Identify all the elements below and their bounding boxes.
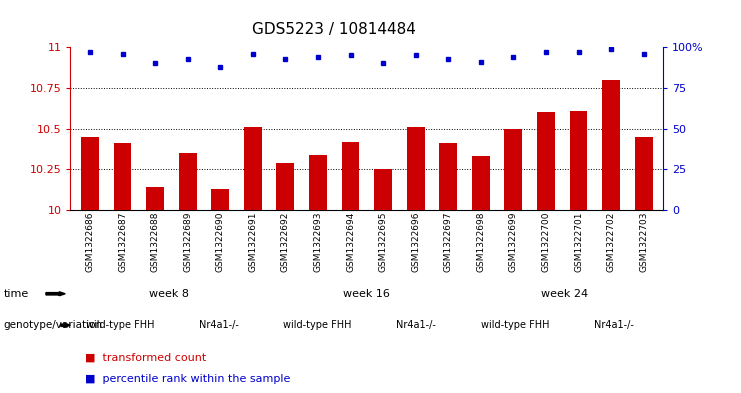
Text: Nr4a1-/-: Nr4a1-/- [396, 320, 436, 330]
Bar [244, 127, 262, 210]
Text: Nr4a1-/-: Nr4a1-/- [199, 320, 239, 330]
Bar [81, 137, 99, 210]
Text: GSM1322695: GSM1322695 [379, 211, 388, 272]
Text: GSM1322698: GSM1322698 [476, 211, 485, 272]
Bar [505, 129, 522, 210]
Text: GSM1322690: GSM1322690 [216, 211, 225, 272]
Text: wild-type FHH: wild-type FHH [481, 320, 549, 330]
Text: GSM1322694: GSM1322694 [346, 211, 355, 272]
Text: time: time [4, 289, 29, 299]
Text: GDS5223 / 10814484: GDS5223 / 10814484 [251, 22, 416, 37]
Bar [309, 155, 327, 210]
Bar [276, 163, 294, 210]
Text: GSM1322693: GSM1322693 [313, 211, 322, 272]
Bar [602, 80, 620, 210]
Text: genotype/variation: genotype/variation [4, 320, 103, 330]
Bar [374, 169, 392, 210]
Text: week 16: week 16 [343, 289, 391, 299]
Text: GSM1322692: GSM1322692 [281, 211, 290, 272]
Text: GSM1322689: GSM1322689 [183, 211, 192, 272]
Text: GSM1322687: GSM1322687 [118, 211, 127, 272]
Text: GSM1322686: GSM1322686 [85, 211, 94, 272]
Bar [635, 137, 653, 210]
Text: ■  transformed count: ■ transformed count [85, 353, 207, 363]
Text: GSM1322697: GSM1322697 [444, 211, 453, 272]
Bar [472, 156, 490, 210]
Text: GSM1322703: GSM1322703 [639, 211, 648, 272]
Bar [211, 189, 229, 210]
Bar [179, 153, 196, 210]
Text: GSM1322691: GSM1322691 [248, 211, 257, 272]
Text: GSM1322700: GSM1322700 [542, 211, 551, 272]
Text: week 8: week 8 [149, 289, 189, 299]
Text: GSM1322699: GSM1322699 [509, 211, 518, 272]
Text: GSM1322688: GSM1322688 [150, 211, 159, 272]
Text: week 24: week 24 [541, 289, 588, 299]
Text: wild-type FHH: wild-type FHH [85, 320, 154, 330]
Bar [113, 143, 131, 210]
Bar [439, 143, 457, 210]
Bar [570, 111, 588, 210]
Bar [407, 127, 425, 210]
Text: GSM1322696: GSM1322696 [411, 211, 420, 272]
Text: GSM1322702: GSM1322702 [607, 211, 616, 272]
Text: GSM1322701: GSM1322701 [574, 211, 583, 272]
Text: ■  percentile rank within the sample: ■ percentile rank within the sample [85, 374, 290, 384]
Bar [537, 112, 555, 210]
Text: wild-type FHH: wild-type FHH [283, 320, 352, 330]
Bar [146, 187, 164, 210]
Text: Nr4a1-/-: Nr4a1-/- [594, 320, 634, 330]
Bar [342, 142, 359, 210]
